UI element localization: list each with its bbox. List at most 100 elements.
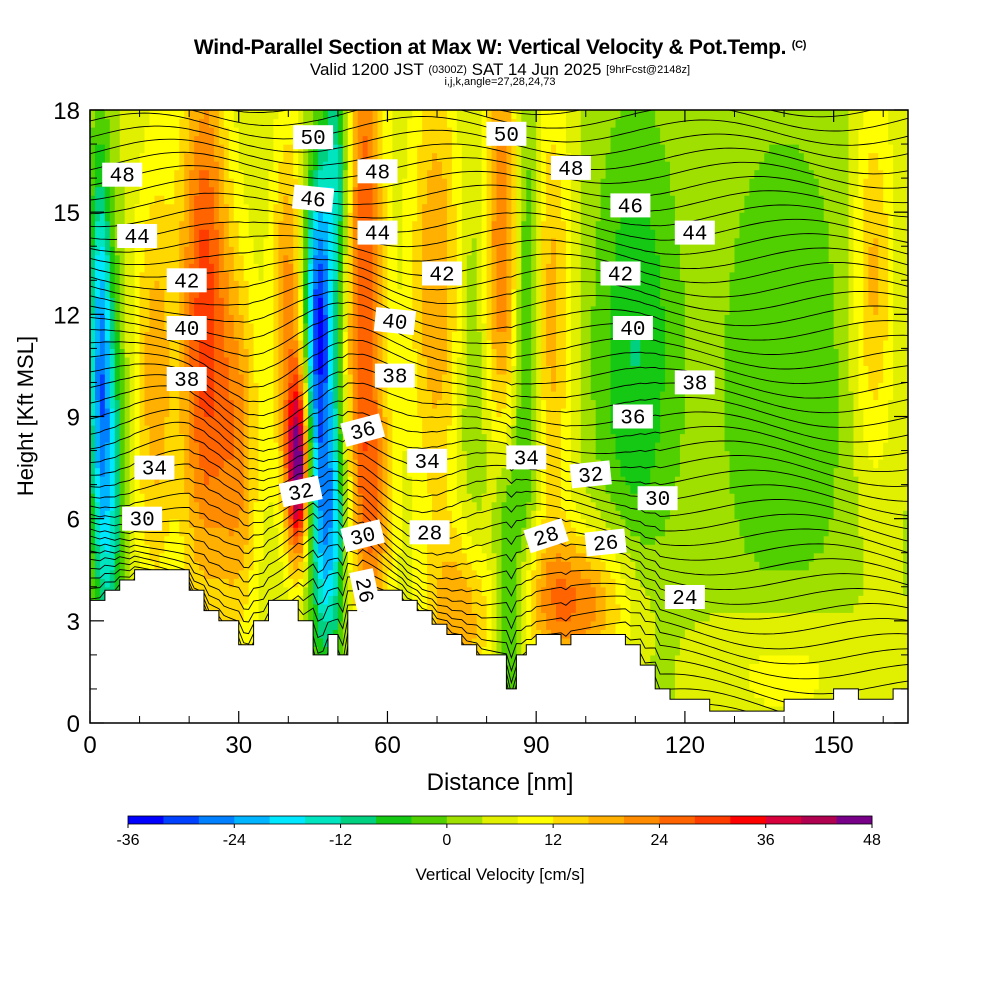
heatmap-cell xyxy=(223,544,230,554)
heatmap-cell xyxy=(139,416,146,426)
heatmap-cell xyxy=(323,152,329,162)
heatmap-cell xyxy=(392,433,398,443)
heatmap-cell xyxy=(432,586,438,596)
heatmap-cell xyxy=(228,586,235,596)
heatmap-cell xyxy=(119,203,126,213)
heatmap-cell xyxy=(352,186,359,196)
heatmap-cell xyxy=(422,195,428,205)
heatmap-cell xyxy=(278,390,284,401)
heatmap-cell xyxy=(303,459,309,469)
heatmap-cell xyxy=(218,493,225,503)
heatmap-cell xyxy=(204,127,210,137)
heatmap-cell xyxy=(382,510,389,520)
heatmap-cell xyxy=(194,339,200,349)
heatmap-cell xyxy=(337,629,344,639)
heatmap-cell xyxy=(253,399,260,409)
heatmap-cell xyxy=(144,127,151,137)
heatmap-cell xyxy=(228,450,235,460)
heatmap-cell xyxy=(412,373,418,384)
heatmap-cell xyxy=(427,195,433,205)
heatmap-cell xyxy=(293,110,299,120)
heatmap-cell xyxy=(427,493,433,503)
heatmap-cell xyxy=(263,161,270,171)
heatmap-cell xyxy=(233,578,240,588)
heatmap-cell xyxy=(129,246,136,256)
heatmap-cell xyxy=(332,365,339,375)
heatmap-cell xyxy=(347,314,354,324)
heatmap-cell xyxy=(263,178,270,188)
heatmap-cell xyxy=(204,220,210,230)
heatmap-cell xyxy=(392,467,398,477)
heatmap-cell xyxy=(327,178,334,188)
heatmap-cell xyxy=(90,280,96,290)
heatmap-cell xyxy=(248,518,255,528)
heatmap-cell xyxy=(283,510,289,520)
heatmap-cell xyxy=(372,399,379,409)
heatmap-cell xyxy=(223,459,230,469)
heatmap-cell xyxy=(303,322,309,332)
heatmap-cell xyxy=(119,152,126,162)
heatmap-cell xyxy=(144,544,151,554)
heatmap-cell xyxy=(114,493,121,503)
heatmap-cell xyxy=(387,510,394,520)
heatmap-cell xyxy=(124,195,131,205)
heatmap-cell xyxy=(243,144,250,154)
heatmap-cell xyxy=(208,169,215,179)
heatmap-cell xyxy=(149,305,156,315)
heatmap-cell xyxy=(318,586,324,596)
heatmap-cell xyxy=(357,339,364,349)
heatmap-cell xyxy=(228,271,235,281)
heatmap-cell xyxy=(357,552,364,562)
heatmap-cell xyxy=(298,322,304,332)
heatmap-cell xyxy=(90,203,96,213)
heatmap-cell xyxy=(422,552,428,562)
heatmap-cell xyxy=(94,484,101,494)
heatmap-cell xyxy=(223,237,230,247)
heatmap-cell xyxy=(308,382,314,392)
heatmap-cell xyxy=(154,212,161,222)
heatmap-cell xyxy=(134,246,141,256)
heatmap-cell xyxy=(233,501,240,511)
heatmap-cell xyxy=(189,467,195,477)
heatmap-cell xyxy=(342,263,349,273)
heatmap-cell xyxy=(402,510,408,520)
heatmap-cell xyxy=(427,442,433,452)
heatmap-cell xyxy=(199,135,205,145)
heatmap-cell xyxy=(337,425,344,435)
heatmap-cell xyxy=(99,237,106,247)
heatmap-cell xyxy=(347,195,354,205)
heatmap-cell xyxy=(90,390,96,401)
heatmap-cell xyxy=(278,220,284,230)
heatmap-cell xyxy=(283,552,289,562)
heatmap-cell xyxy=(243,135,250,145)
heatmap-cell xyxy=(357,152,364,162)
heatmap-cell xyxy=(189,305,195,315)
heatmap-cell xyxy=(422,254,428,264)
heatmap-cell xyxy=(223,254,230,264)
heatmap-cell xyxy=(347,459,354,469)
heatmap-cell xyxy=(233,518,240,528)
heatmap-cell xyxy=(372,305,379,315)
heatmap-cell xyxy=(323,118,329,128)
heatmap-cell xyxy=(278,263,284,273)
heatmap-cell xyxy=(283,416,289,426)
heatmap-cell xyxy=(377,186,384,196)
heatmap-cell xyxy=(327,118,334,128)
heatmap-cell xyxy=(94,544,101,554)
heatmap-cell xyxy=(109,237,116,247)
heatmap-cell xyxy=(179,152,185,162)
heatmap-cell xyxy=(169,195,175,205)
heatmap-cell xyxy=(332,254,339,264)
heatmap-cell xyxy=(258,518,265,528)
heatmap-cell xyxy=(313,110,319,120)
heatmap-cell xyxy=(347,442,354,452)
heatmap-cell xyxy=(372,450,379,460)
heatmap-cell xyxy=(342,288,349,298)
heatmap-cell xyxy=(332,237,339,247)
heatmap-cell xyxy=(422,339,428,349)
heatmap-cell xyxy=(228,390,235,401)
heatmap-cell xyxy=(327,484,334,494)
heatmap-cell xyxy=(164,399,170,409)
heatmap-cell xyxy=(134,552,141,562)
heatmap-cell xyxy=(367,356,374,367)
